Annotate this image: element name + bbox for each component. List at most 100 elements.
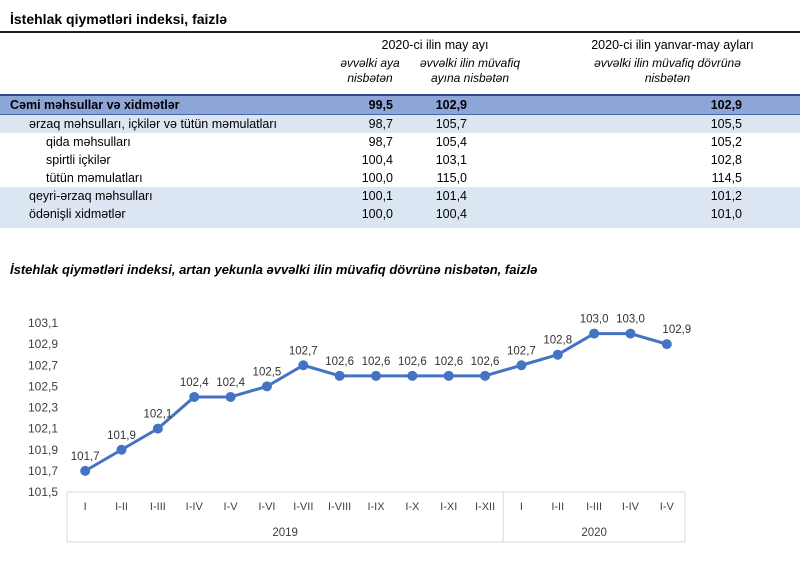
x-tick-label: I-V: [224, 501, 239, 513]
table-bottom-band: [0, 223, 800, 228]
x-tick-label: I-IV: [186, 501, 204, 513]
x-tick-label: I: [84, 501, 87, 513]
table-row: qeyri-ərzaq məhsulları 100,1 101,4 101,2: [0, 187, 800, 205]
table-row: Cəmi məhsullar və xidmətlər 99,5 102,9 102,…: [0, 94, 800, 115]
cell-value: 100,0: [361, 171, 393, 185]
x-tick-label: I-VI: [258, 501, 275, 513]
x-tick-label: I-VII: [293, 501, 313, 513]
data-point-marker: [189, 391, 200, 402]
y-tick-label: 102,5: [28, 379, 58, 393]
cell-value: 100,0: [361, 207, 393, 221]
row-label: qeyri-ərzaq məhsulları: [29, 189, 153, 203]
data-point-label: 102,7: [289, 345, 318, 357]
table-row: ərzaq məhsulları, içkilər və tütün məmul…: [0, 115, 800, 133]
data-point-label: 102,6: [434, 356, 463, 368]
x-tick-label: I-III: [150, 501, 166, 513]
table-row: spirtli içkilər 100,4 103,1 102,8: [0, 151, 800, 169]
cell-value: 105,7: [435, 117, 467, 131]
x-tick-label: I: [520, 501, 523, 513]
x-tick-label: I-IX: [367, 501, 385, 513]
row-label: qida məhsulları: [46, 135, 131, 149]
data-point-label: 101,7: [71, 451, 100, 463]
cell-value: 101,0: [710, 207, 742, 221]
data-point-marker: [625, 328, 636, 339]
table-column-groups: 2020-ci ilin may ayı 2020-ci ilin yanvar…: [0, 37, 800, 53]
data-point-label: 102,4: [180, 377, 209, 389]
y-tick-label: 101,9: [28, 443, 58, 457]
col-group-may: 2020-ci ilin may ayı: [381, 38, 489, 52]
cell-value: 100,4: [435, 207, 467, 221]
cell-value: 101,4: [435, 189, 467, 203]
col-header-same-month-prev-year: əvvəlki ilin müvafiq ayına nisbətən: [419, 56, 521, 85]
y-tick-label: 103,1: [28, 316, 58, 330]
cell-value: 98,7: [368, 117, 393, 131]
year-group-label: 2020: [581, 527, 607, 539]
cell-value: 115,0: [436, 171, 467, 185]
cell-value: 105,4: [435, 135, 467, 149]
cpi-line-chart: 101,5 101,7 101,9 102,1 102,3 102,5 102,7 102,9…: [0, 295, 800, 570]
row-label: Cəmi məhsullar və xidmətlər: [10, 98, 180, 112]
cell-value: 105,2: [710, 135, 742, 149]
data-point-marker: [116, 444, 127, 455]
title-underline: [0, 31, 800, 33]
data-point-marker: [552, 349, 563, 360]
cell-value: 100,4: [361, 153, 393, 167]
data-point-label: 102,4: [216, 377, 245, 389]
x-tick-label: I-II: [115, 501, 128, 513]
data-point-label: 102,1: [143, 409, 172, 421]
cell-value: 105,5: [710, 117, 742, 131]
cell-value: 98,7: [368, 135, 393, 149]
chart-title: İstehlak qiymətləri indeksi, artan yekun…: [10, 262, 538, 277]
data-point-label: 102,5: [253, 366, 282, 378]
data-point-marker: [661, 339, 672, 350]
series-line: [83, 332, 669, 473]
col-header-prev-month: əvvəlki aya nisbətən: [340, 56, 400, 85]
cell-value: 100,1: [361, 189, 393, 203]
data-point-marker: [443, 370, 454, 381]
col-group-jan-may: 2020-ci ilin yanvar-may ayları: [591, 38, 754, 52]
data-point-marker: [261, 381, 272, 392]
year-group-label: 2019: [272, 527, 298, 539]
table-row: tütün məmulatları 100,0 115,0 114,5: [0, 169, 800, 187]
data-point-label: 102,8: [543, 335, 572, 347]
cell-value: 101,2: [710, 189, 742, 203]
cell-value: 102,8: [710, 153, 742, 167]
cell-value: 102,9: [710, 98, 742, 112]
cpi-table: Cəmi məhsullar və xidmətlər 99,5 102,9 102,…: [0, 94, 800, 228]
y-tick-label: 102,3: [28, 401, 58, 415]
data-point-label: 101,9: [107, 430, 136, 442]
data-point-label: 103,0: [616, 314, 645, 326]
x-tick-label: I-XI: [440, 501, 457, 513]
data-point-label: 102,7: [507, 345, 536, 357]
data-point-label: 102,6: [471, 356, 500, 368]
data-point-label: 102,6: [325, 356, 354, 368]
data-point-marker: [334, 370, 345, 381]
data-point-marker: [371, 370, 381, 381]
y-tick-label: 102,9: [28, 337, 58, 351]
y-tick-label: 102,7: [28, 358, 58, 372]
col-header-same-period-prev-year: əvvəlki ilin müvafiq dövrünə nisbətən: [594, 56, 741, 85]
cell-value: 102,9: [435, 98, 467, 112]
data-point-label: 102,6: [398, 356, 427, 368]
y-tick-label: 102,1: [28, 422, 58, 436]
x-tick-label: I-X: [405, 501, 420, 513]
data-point-marker: [589, 328, 600, 339]
row-label: ərzaq məhsulları, içkilər və tütün məmul…: [29, 117, 278, 131]
x-tick-label: I-IV: [622, 501, 640, 513]
row-label: tütün məmulatları: [46, 171, 143, 185]
cell-value: 99,5: [368, 98, 393, 112]
data-point-marker: [298, 360, 309, 371]
data-point-marker: [225, 391, 236, 402]
data-point-marker: [80, 465, 91, 476]
x-tick-label: I-XII: [475, 501, 495, 513]
data-point-label: 102,9: [662, 324, 691, 336]
cell-value: 103,1: [435, 153, 467, 167]
cell-value: 114,5: [711, 171, 742, 185]
data-point-label: 103,0: [580, 314, 609, 326]
data-point-marker: [407, 370, 418, 381]
table-title: İstehlak qiymətləri indeksi, faizlə: [10, 11, 228, 27]
chart-canvas: 101,5 101,7 101,9 102,1 102,3 102,5 102,7 102,9…: [28, 314, 691, 543]
y-tick-label: 101,5: [28, 485, 58, 499]
table-row: qida məhsulları 98,7 105,4 105,2: [0, 133, 800, 151]
